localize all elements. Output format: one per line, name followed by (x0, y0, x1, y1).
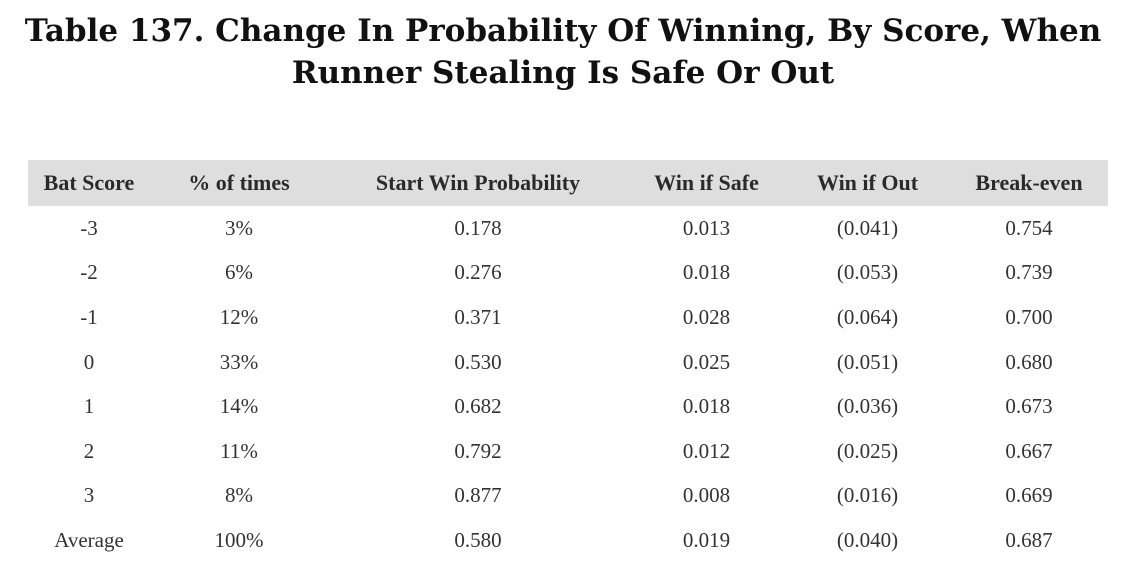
cell-bat-score: 0 (83, 349, 95, 374)
cell-break-even: 0.739 (1005, 260, 1053, 285)
cell-percent-of-times: 14% (219, 394, 259, 419)
cell-win-if-out: (0.040) (836, 527, 899, 552)
table-row: 2 11% 0.792 0.012 (0.025) 0.667 (28, 429, 1108, 474)
cell-bat-score: -2 (80, 260, 98, 285)
cell-bat-score: -1 (80, 304, 98, 329)
cell-start-win-probability: 0.530 (454, 349, 502, 374)
cell-bat-score: 2 (83, 438, 95, 463)
data-table-container: Bat Score % of times Start Win Probabili… (28, 160, 1108, 563)
data-table: Bat Score % of times Start Win Probabili… (28, 160, 1108, 563)
cell-break-even: 0.680 (1005, 349, 1053, 374)
header-win-if-out: Win if Out (816, 170, 919, 195)
header-row: Bat Score % of times Start Win Probabili… (28, 160, 1108, 206)
cell-win-if-out: (0.016) (836, 483, 899, 508)
cell-start-win-probability: 0.371 (454, 304, 502, 329)
table-row: Average 100% 0.580 0.019 (0.040) 0.687 (28, 518, 1108, 563)
cell-win-if-safe: 0.013 (682, 215, 731, 240)
cell-percent-of-times: 6% (225, 260, 253, 285)
cell-win-if-out: (0.036) (836, 394, 899, 419)
table-title: Table 137. Change In Probability Of Winn… (0, 10, 1126, 94)
cell-start-win-probability: 0.877 (454, 483, 502, 508)
cell-win-if-safe: 0.019 (682, 527, 731, 552)
cell-percent-of-times: 12% (219, 304, 259, 329)
header-bat-score: Bat Score (43, 170, 135, 195)
cell-percent-of-times: 3% (225, 215, 253, 240)
table-row: 3 8% 0.877 0.008 (0.016) 0.669 (28, 474, 1108, 519)
table-header: Bat Score % of times Start Win Probabili… (28, 160, 1108, 206)
cell-break-even: 0.673 (1005, 394, 1053, 419)
cell-win-if-safe: 0.028 (682, 304, 731, 329)
cell-bat-score: -3 (80, 215, 98, 240)
cell-percent-of-times: 8% (225, 483, 253, 508)
cell-break-even: 0.687 (1005, 527, 1053, 552)
table-title-line-2: Runner Stealing Is Safe Or Out (291, 55, 835, 91)
table-row: -3 3% 0.178 0.013 (0.041) 0.754 (28, 206, 1108, 251)
table-row: -1 12% 0.371 0.028 (0.064) 0.700 (28, 295, 1108, 340)
table-row: -2 6% 0.276 0.018 (0.053) 0.739 (28, 251, 1108, 296)
table-body: -3 3% 0.178 0.013 (0.041) 0.754 -2 6% 0.276 0.018… (28, 206, 1108, 563)
header-start-win-probability: Start Win Probability (375, 170, 581, 195)
cell-bat-score: Average (54, 527, 124, 552)
cell-win-if-safe: 0.025 (682, 349, 731, 374)
cell-break-even: 0.700 (1005, 304, 1053, 329)
cell-percent-of-times: 33% (219, 349, 259, 374)
table-row: 0 33% 0.530 0.025 (0.051) 0.680 (28, 340, 1108, 385)
table-row: 1 14% 0.682 0.018 (0.036) 0.673 (28, 384, 1108, 429)
cell-bat-score: 3 (83, 483, 95, 508)
cell-break-even: 0.754 (1005, 215, 1053, 240)
cell-start-win-probability: 0.792 (454, 438, 502, 463)
cell-start-win-probability: 0.682 (454, 394, 502, 419)
cell-start-win-probability: 0.178 (454, 215, 502, 240)
table-title-line-1: Table 137. Change In Probability Of Winn… (24, 13, 1102, 49)
cell-start-win-probability: 0.276 (454, 260, 502, 285)
cell-win-if-out: (0.041) (836, 215, 899, 240)
cell-win-if-safe: 0.012 (682, 438, 731, 463)
cell-win-if-out: (0.064) (836, 304, 899, 329)
cell-win-if-safe: 0.018 (682, 394, 731, 419)
cell-win-if-out: (0.053) (836, 260, 899, 285)
cell-win-if-safe: 0.008 (682, 483, 731, 508)
cell-bat-score: 1 (83, 394, 95, 419)
cell-percent-of-times: 100% (214, 527, 264, 552)
header-win-if-safe: Win if Safe (654, 170, 759, 195)
header-percent-of-times: % of times (188, 170, 290, 195)
header-break-even: Break-even (975, 170, 1083, 195)
cell-start-win-probability: 0.580 (454, 527, 502, 552)
cell-win-if-out: (0.051) (836, 349, 899, 374)
cell-break-even: 0.667 (1005, 438, 1053, 463)
cell-win-if-safe: 0.018 (682, 260, 731, 285)
cell-percent-of-times: 11% (220, 438, 258, 463)
cell-win-if-out: (0.025) (836, 438, 899, 463)
cell-break-even: 0.669 (1005, 483, 1053, 508)
